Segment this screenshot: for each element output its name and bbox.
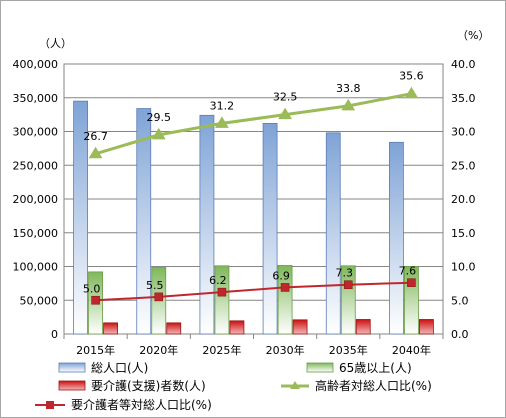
- legend-swatch: [306, 362, 334, 373]
- legend-label: 高齢者対総人口比(%): [315, 378, 432, 393]
- x-tick-label: 2040年: [392, 343, 431, 357]
- care-ratio-marker: [343, 280, 353, 290]
- x-tick-label: 2035年: [329, 343, 368, 357]
- care-ratio-data-label: 5.5: [146, 279, 164, 292]
- aged-ratio-marker: [151, 127, 166, 140]
- y-left-tick-label: 400,000: [13, 58, 59, 71]
- bar-care-recipients: [419, 319, 434, 335]
- y-right-tick-label: 30.0: [451, 126, 476, 139]
- y-left-tick-label: 100,000: [13, 261, 59, 274]
- x-tick-label: 2015年: [76, 343, 115, 357]
- bar-total-population: [136, 108, 152, 335]
- aged-ratio-marker: [341, 98, 356, 111]
- y-left-tick-label: 300,000: [13, 126, 59, 139]
- aged-ratio-marker: [215, 116, 229, 128]
- care-ratio-data-label: 5.0: [83, 282, 101, 295]
- bar-aged-65-plus: [214, 265, 230, 335]
- care-ratio-marker: [91, 295, 100, 305]
- care-ratio-marker: [407, 278, 416, 288]
- y-right-tick-label: 5.0: [451, 294, 469, 307]
- legend-aged-65-plus: 65歳以上(人): [306, 361, 412, 375]
- right-axis-unit: （%）: [457, 29, 489, 42]
- legend-swatch-marker: [290, 381, 300, 389]
- legend-swatch: [58, 362, 86, 373]
- x-tick-label: 2025年: [202, 343, 241, 357]
- y-left-tick-label: 50,000: [20, 294, 59, 307]
- care-ratio-data-label: 7.6: [399, 265, 417, 278]
- care-ratio-marker: [217, 287, 227, 297]
- care-ratio-data-label: 6.2: [209, 274, 227, 287]
- plot-area: 0 0.0 50,000 5.0 100,000 10.0 150,000 15.0 200,0…: [13, 58, 476, 357]
- aged-ratio-marker: [88, 146, 103, 159]
- aged-ratio-data-label: 35.6: [399, 70, 424, 83]
- y-right-tick-label: 15.0: [451, 227, 476, 240]
- legend-label: 要介護(支援)者数(人): [91, 378, 206, 393]
- y-right-tick-label: 0.0: [451, 328, 469, 341]
- y-right-tick-label: 40.0: [451, 58, 476, 71]
- bar-care-recipients: [166, 322, 182, 335]
- care-ratio-data-label: 6.9: [272, 269, 290, 282]
- aged-ratio-data-label: 26.7: [83, 130, 108, 143]
- y-right-tick-label: 25.0: [451, 159, 476, 172]
- legend: 総人口(人) 65歳以上(人) 要介護(支援)者数(人) 高齢者対総人口比(%) 要介護…: [35, 361, 432, 412]
- y-right-tick-label: 20.0: [451, 193, 476, 206]
- legend-label: 要介護者等対総人口比(%): [71, 397, 212, 412]
- x-tick-label: 2030年: [266, 343, 305, 357]
- y-right-tick-label: 35.0: [451, 92, 476, 105]
- line-care-ratio: [95, 281, 412, 302]
- bar-total-population: [262, 123, 278, 335]
- left-axis-unit: （人）: [39, 37, 72, 50]
- y-left-tick-label: 200,000: [13, 193, 59, 206]
- legend-care-ratio: 要介護者等対総人口比(%): [35, 397, 212, 412]
- legend-total-population: 総人口(人): [58, 361, 148, 375]
- y-left-tick-label: 350,000: [13, 92, 59, 105]
- bar-total-population: [389, 141, 404, 335]
- care-ratio-marker: [154, 292, 164, 302]
- bar-care-recipients: [355, 319, 371, 335]
- y-left-tick-label: 0: [51, 328, 58, 341]
- aged-ratio-data-label: 29.5: [147, 111, 172, 124]
- bar-care-recipients: [229, 320, 245, 335]
- care-ratio-marker: [280, 283, 290, 292]
- aged-ratio-marker: [404, 86, 419, 99]
- legend-swatch: [58, 380, 86, 391]
- bar-total-population: [325, 132, 341, 335]
- aged-ratio-data-label: 33.8: [336, 82, 361, 95]
- y-right-tick-label: 10.0: [451, 261, 476, 274]
- bar-total-population: [73, 100, 88, 335]
- legend-aged-ratio: 高齢者対総人口比(%): [281, 378, 432, 393]
- aged-ratio-data-label: 32.5: [273, 91, 298, 104]
- legend-care-recipients: 要介護(支援)者数(人): [58, 378, 206, 393]
- bar-care-recipients: [103, 322, 118, 335]
- legend-label: 65歳以上(人): [339, 361, 412, 375]
- y-left-tick-label: 150,000: [13, 227, 59, 240]
- bar-aged-65-plus: [277, 265, 293, 335]
- line-aged-ratio: [95, 92, 412, 156]
- aged-ratio-data-label: 31.2: [210, 99, 235, 112]
- aged-ratio-marker: [278, 107, 292, 120]
- bar-total-population: [199, 114, 215, 335]
- bar-care-recipients: [292, 319, 308, 335]
- care-ratio-data-label: 7.3: [336, 267, 354, 280]
- legend-swatch-marker: [46, 401, 54, 409]
- legend-label: 総人口(人): [91, 361, 148, 375]
- y-left-tick-label: 250,000: [13, 159, 59, 172]
- x-tick-label: 2020年: [139, 343, 178, 357]
